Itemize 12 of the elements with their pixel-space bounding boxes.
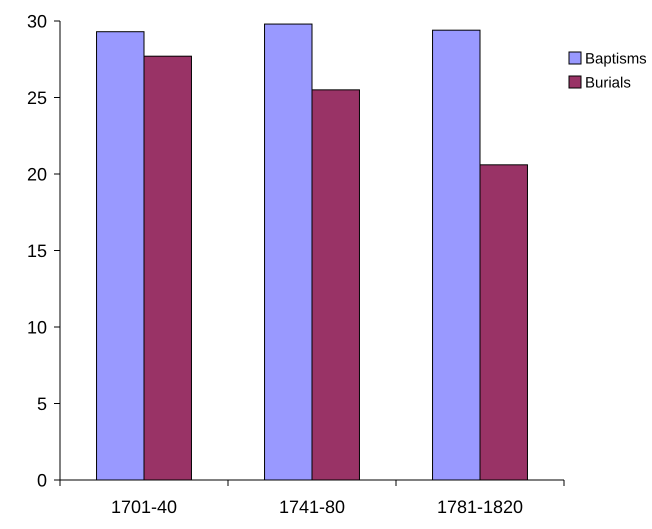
x-tick-label: 1701-40 — [110, 497, 178, 517]
legend-label: Burials — [585, 74, 631, 92]
y-tick-label: 15 — [26, 240, 47, 261]
x-tick-label: 1741-80 — [278, 497, 346, 517]
x-tick-label: 1781-1820 — [436, 497, 524, 517]
y-tick-label: 5 — [36, 394, 47, 414]
y-tick-label: 30 — [26, 11, 47, 32]
y-tick-label: 25 — [26, 88, 47, 108]
y-tick-label: 0 — [36, 470, 47, 490]
y-tick-label: 10 — [26, 317, 47, 338]
legend-label: Baptisms — [585, 50, 647, 68]
y-tick-label: 20 — [26, 164, 47, 184]
